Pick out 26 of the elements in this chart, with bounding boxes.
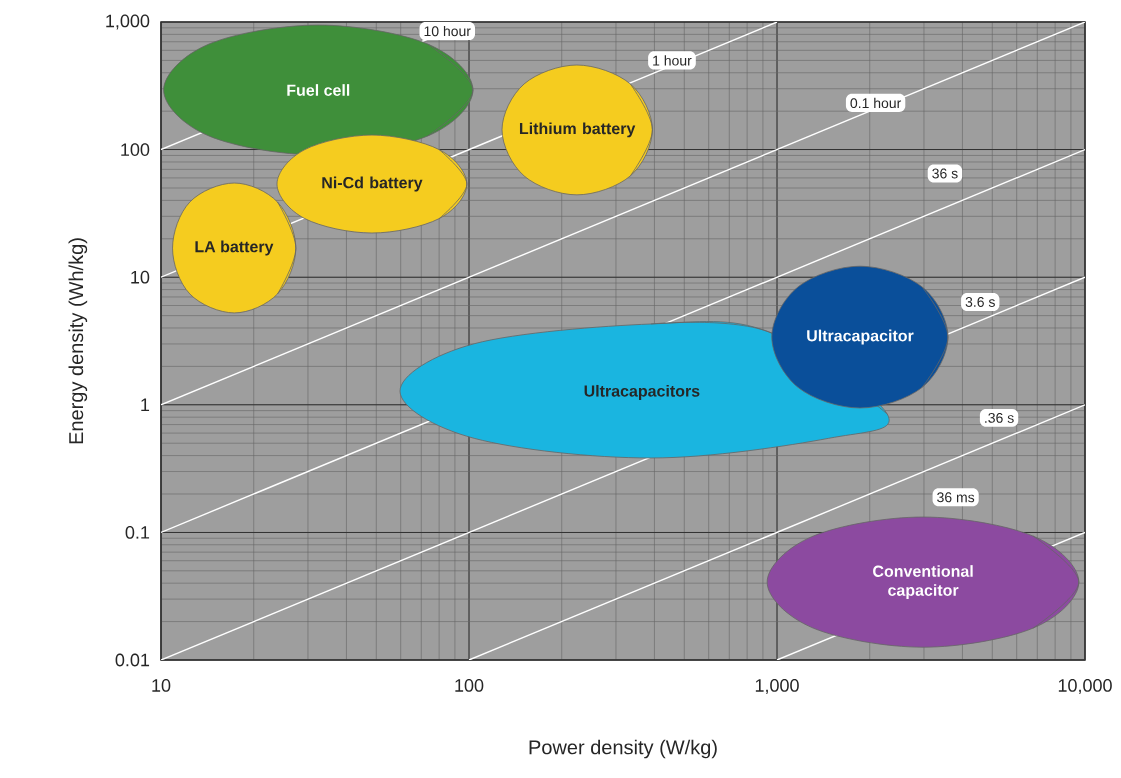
y-tick-label: 100 <box>121 143 150 156</box>
y-tick-label: 1,000 <box>106 14 150 30</box>
series-label: Fuel cell <box>287 84 350 96</box>
annotation: 36 s <box>932 168 958 179</box>
x-tick-label: 1,000 <box>755 679 799 694</box>
x-tick-label: 100 <box>455 679 484 692</box>
y-tick-label: 0.1 <box>125 526 150 539</box>
series-label: LA battery <box>195 240 274 256</box>
x-tick-label: 10,000 <box>1058 679 1112 694</box>
y-tick-label: 10 <box>131 270 150 284</box>
series-label: Ultracapacitors <box>584 384 700 400</box>
x-axis-title: Power density (W/kg) <box>529 739 717 759</box>
y-axis-title: Energy density (Wh/kg) <box>68 238 88 444</box>
y-tick-label: 1 <box>141 398 150 411</box>
annotation: 1 hour <box>653 55 692 66</box>
annotation: .36 s <box>985 412 1014 423</box>
x-tick-label: 10 <box>152 679 171 692</box>
series-label: Conventional capacitor <box>873 565 973 600</box>
series-label: Ultracapacitor <box>807 329 914 345</box>
annotation: 0.1 hour <box>850 97 902 109</box>
annotation: 36 ms <box>937 492 975 503</box>
series-label: Lithium battery <box>519 122 636 138</box>
series-label: Ni-Cd battery <box>322 176 423 192</box>
annotation: 10 hour <box>424 25 471 37</box>
annotation: 3.6 s <box>965 297 995 307</box>
y-tick-label: 0.01 <box>115 653 150 667</box>
